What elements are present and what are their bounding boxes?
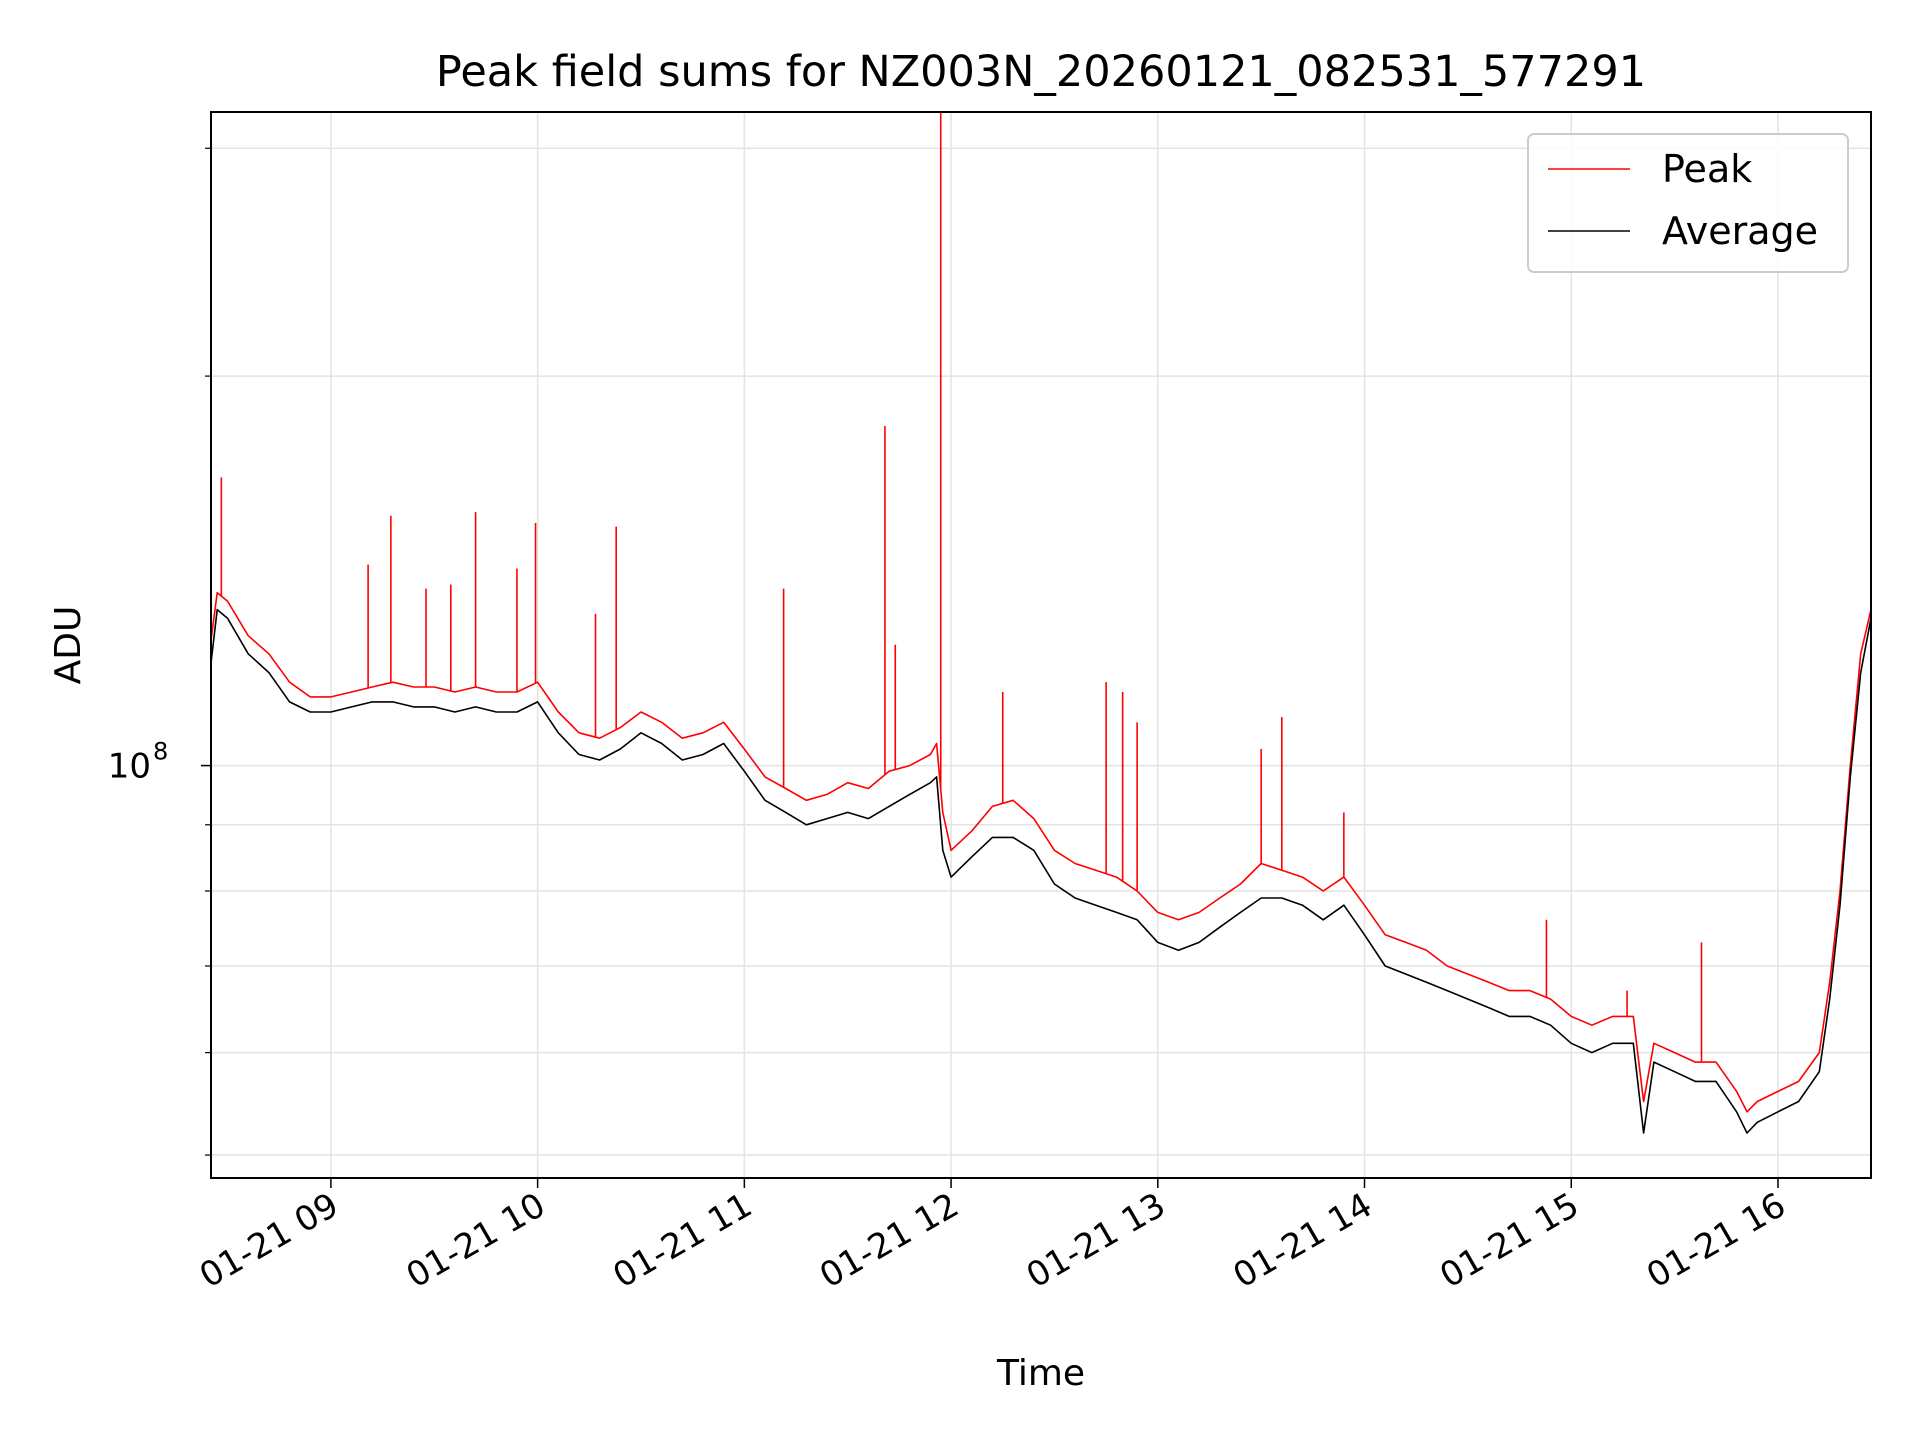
series-line-average — [211, 608, 1871, 1134]
grid — [211, 112, 1871, 1178]
chart-title: Peak field sums for NZ003N_20260121_0825… — [436, 47, 1646, 97]
x-axis-label: Time — [996, 1353, 1085, 1394]
plot-frame — [210, 111, 1872, 1179]
legend-label-average: Average — [1662, 209, 1818, 253]
y-axis: 10 8 — [108, 147, 211, 1156]
y-tick-label-exponent: 8 — [153, 738, 168, 766]
series-average — [211, 608, 1871, 1134]
series-line-peak — [211, 591, 1871, 1113]
series-peak — [211, 112, 1871, 1113]
y-tick-label-base: 10 — [108, 747, 151, 787]
plot-area — [211, 112, 1871, 1134]
legend-label-peak: Peak — [1662, 147, 1752, 191]
y-axis-label: ADU — [48, 606, 89, 685]
legend: Peak Average — [1527, 133, 1849, 273]
